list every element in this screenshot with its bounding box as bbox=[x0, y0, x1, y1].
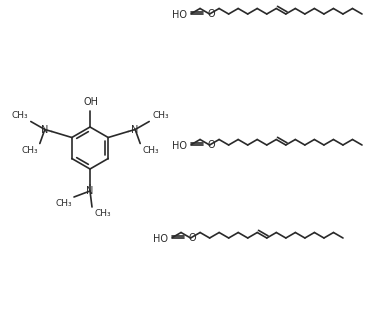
Text: N: N bbox=[131, 125, 139, 134]
Text: CH₃: CH₃ bbox=[55, 199, 72, 208]
Text: HO: HO bbox=[172, 10, 187, 19]
Text: CH₃: CH₃ bbox=[152, 111, 169, 120]
Text: O: O bbox=[208, 139, 215, 150]
Text: CH₃: CH₃ bbox=[94, 209, 110, 218]
Text: HO: HO bbox=[172, 141, 187, 150]
Text: O: O bbox=[188, 232, 196, 243]
Text: CH₃: CH₃ bbox=[142, 146, 159, 154]
Text: O: O bbox=[208, 9, 215, 19]
Text: CH₃: CH₃ bbox=[11, 111, 28, 120]
Text: N: N bbox=[86, 186, 94, 196]
Text: HO: HO bbox=[153, 234, 169, 243]
Text: CH₃: CH₃ bbox=[21, 146, 38, 154]
Text: OH: OH bbox=[83, 97, 99, 107]
Text: N: N bbox=[41, 125, 48, 134]
